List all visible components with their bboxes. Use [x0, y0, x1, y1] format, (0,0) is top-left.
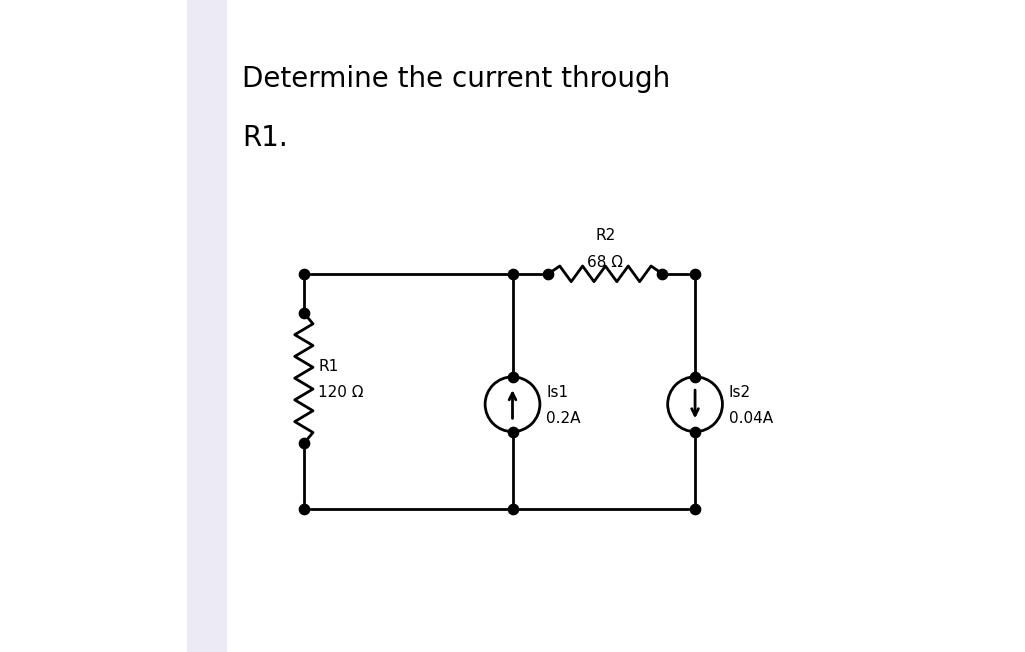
Point — [687, 503, 703, 514]
Point — [504, 269, 521, 279]
Point — [540, 269, 557, 279]
Text: 0.04A: 0.04A — [729, 411, 773, 426]
Text: 0.2A: 0.2A — [546, 411, 581, 426]
Point — [504, 426, 521, 437]
Text: R2: R2 — [596, 228, 616, 243]
Point — [295, 438, 312, 449]
Circle shape — [667, 377, 723, 432]
Text: Is2: Is2 — [729, 385, 751, 400]
Point — [687, 269, 703, 279]
Text: Is1: Is1 — [546, 385, 569, 400]
Text: 68 Ω: 68 Ω — [587, 255, 623, 270]
Text: R1.: R1. — [242, 124, 288, 152]
Text: R1: R1 — [318, 359, 338, 374]
Point — [504, 503, 521, 514]
Point — [295, 503, 312, 514]
Bar — [187, 0, 227, 652]
Point — [295, 308, 312, 318]
Point — [504, 372, 521, 382]
Text: Determine the current through: Determine the current through — [242, 65, 670, 93]
Point — [687, 426, 703, 437]
Point — [295, 269, 312, 279]
Point — [687, 372, 703, 382]
Circle shape — [485, 377, 540, 432]
Text: 120 Ω: 120 Ω — [318, 385, 364, 400]
Point — [654, 269, 670, 279]
